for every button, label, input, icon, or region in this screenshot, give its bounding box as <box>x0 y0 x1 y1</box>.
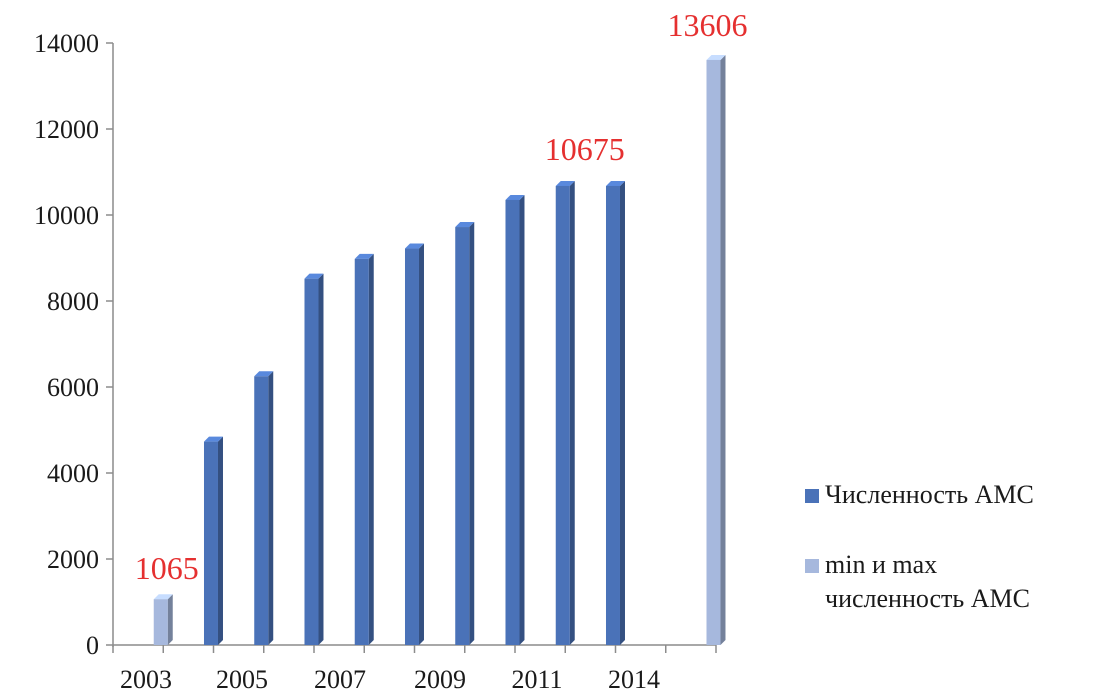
bar <box>505 194 525 645</box>
data-label: 10675 <box>545 131 625 167</box>
y-tick-label: 0 <box>86 631 99 660</box>
bar-front <box>203 441 218 645</box>
legend-label-count: Численность АМС <box>825 480 1034 509</box>
bar <box>605 180 625 645</box>
bar-side <box>519 194 525 645</box>
bar-front <box>404 248 419 646</box>
x-tick-label: 2005 <box>216 665 268 694</box>
bar-front <box>706 59 721 645</box>
bars <box>153 54 726 646</box>
bar-front <box>354 258 369 645</box>
bar <box>254 371 274 645</box>
y-tick-label: 6000 <box>47 373 99 402</box>
data-labels: 1065 10675 13606 <box>135 7 748 586</box>
bar-side <box>569 180 575 645</box>
bar-side <box>368 253 374 646</box>
bar <box>706 54 726 645</box>
bar-side <box>619 180 625 645</box>
x-tick-label: 2011 <box>511 665 562 694</box>
bar-top <box>254 371 274 377</box>
bar-top <box>404 243 424 249</box>
bar-top <box>505 194 525 200</box>
legend-item-minmax: min и max численность АМС <box>805 548 1100 616</box>
y-tick-label: 14000 <box>34 29 99 58</box>
data-label: 13606 <box>667 7 747 43</box>
bar-side <box>469 222 475 646</box>
bar-side <box>720 54 726 645</box>
bar-top <box>455 222 475 228</box>
bar-front <box>605 185 620 645</box>
data-label: 1065 <box>135 550 199 586</box>
bar-top <box>605 180 625 186</box>
bar-side <box>217 436 223 645</box>
bar-top <box>354 253 374 259</box>
y-tick-label: 8000 <box>47 287 99 316</box>
bar-front <box>555 185 570 645</box>
bar-top <box>203 436 223 442</box>
x-tick-label: 2009 <box>414 665 466 694</box>
bar-front <box>455 227 470 646</box>
x-tick-label: 2014 <box>608 665 660 694</box>
bar-front <box>505 199 520 645</box>
y-tick-label: 12000 <box>34 115 99 144</box>
bar <box>404 243 424 646</box>
legend-swatch-count <box>805 489 819 503</box>
bar <box>304 273 324 645</box>
bar <box>203 436 223 645</box>
bar-side <box>318 273 324 645</box>
x-tick-label: 2007 <box>314 665 366 694</box>
bar <box>354 253 374 646</box>
y-axis: 0 2000 4000 6000 8000 10000 12000 14000 <box>34 29 114 660</box>
bar <box>153 594 173 645</box>
bar-front <box>304 278 319 645</box>
bar-side <box>167 594 173 645</box>
bar-side <box>418 243 424 646</box>
legend: Численность АМС min и max численность АМ… <box>805 478 1100 652</box>
y-tick-label: 4000 <box>47 459 99 488</box>
y-tick-label: 10000 <box>34 201 99 230</box>
bar-top <box>555 180 575 186</box>
x-axis: 2003 2005 2007 2009 2011 2014 <box>112 644 717 694</box>
bar-top <box>304 273 324 279</box>
legend-item-count: Численность АМС <box>805 478 1100 512</box>
legend-swatch-minmax <box>805 559 819 573</box>
bar-front <box>254 376 269 645</box>
x-tick-label: 2003 <box>120 665 172 694</box>
legend-label-minmax: min и max численность АМС <box>825 550 1031 613</box>
bar-top <box>706 54 726 60</box>
y-tick-label: 2000 <box>47 545 99 574</box>
bar <box>455 222 475 646</box>
bar-top <box>153 594 173 600</box>
bar <box>555 180 575 645</box>
bar-front <box>153 599 168 645</box>
bar-side <box>268 371 274 645</box>
